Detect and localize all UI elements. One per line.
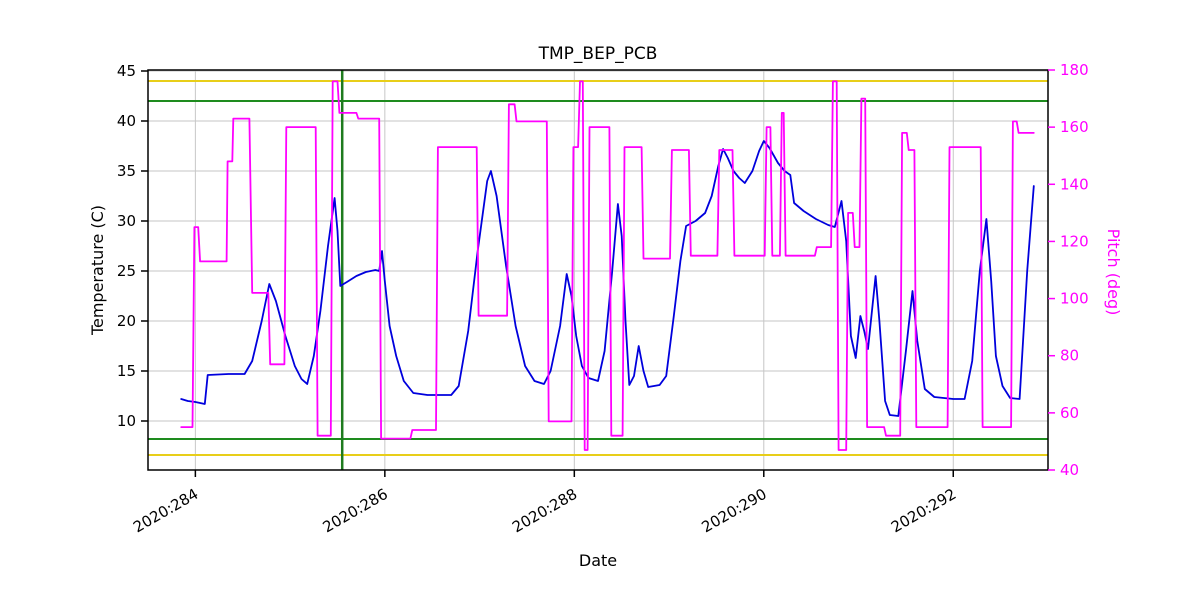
y-tick-label-left: 25 bbox=[117, 262, 136, 280]
temperature-line bbox=[180, 140, 1035, 417]
y-tick-label-right: 160 bbox=[1060, 118, 1089, 136]
y-tick-label-right: 80 bbox=[1060, 347, 1079, 365]
x-tick-label: 2020:286 bbox=[320, 485, 391, 537]
y-tick-label-left: 15 bbox=[117, 362, 136, 380]
y-tick-label-left: 40 bbox=[117, 112, 136, 130]
y-tick-label-right: 100 bbox=[1060, 290, 1089, 308]
y-tick-label-right: 60 bbox=[1060, 404, 1079, 422]
x-tick-label: 2020:288 bbox=[509, 485, 580, 537]
y-tick-label-right: 180 bbox=[1060, 61, 1089, 79]
y-tick-label-right: 40 bbox=[1060, 461, 1079, 479]
y-axis-label-left: Temperature (C) bbox=[88, 205, 107, 336]
y-tick-label-left: 30 bbox=[117, 212, 136, 230]
y-tick-label-left: 35 bbox=[117, 162, 136, 180]
chart-title: TMP_BEP_PCB bbox=[538, 44, 658, 64]
y-axis-label-right: Pitch (deg) bbox=[1104, 229, 1123, 316]
pitch-line bbox=[180, 80, 1035, 451]
x-axis-label: Date bbox=[579, 551, 617, 570]
x-tick-label: 2020:284 bbox=[130, 485, 201, 537]
x-tick-label: 2020:292 bbox=[888, 485, 959, 537]
plot-area: 2020:284 2020:286 2020:288 2020:290 2020:292… bbox=[117, 61, 1089, 536]
x-tick-label: 2020:290 bbox=[699, 485, 770, 537]
plot-frame bbox=[147, 69, 1049, 471]
y-tick-label-left: 10 bbox=[117, 412, 136, 430]
y-tick-label-left: 45 bbox=[117, 62, 136, 80]
y-tick-label-right: 140 bbox=[1060, 175, 1089, 193]
y-tick-label-left: 20 bbox=[117, 312, 136, 330]
y-tick-label-right: 120 bbox=[1060, 232, 1089, 250]
